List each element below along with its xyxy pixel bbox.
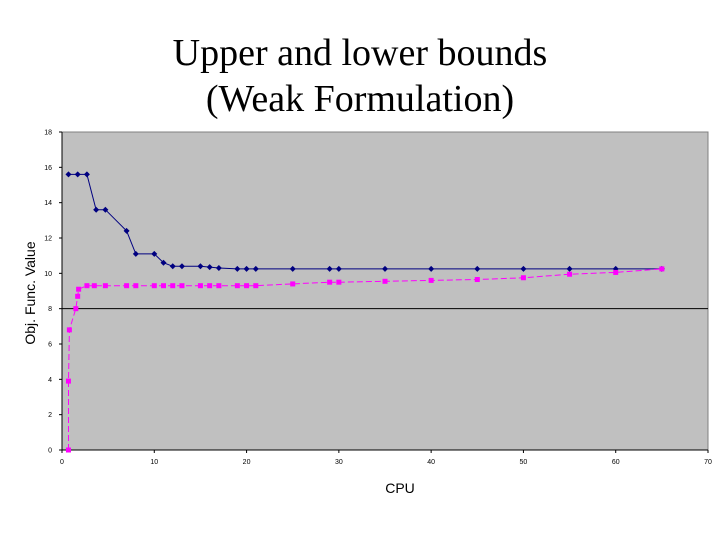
lower-bound-point: [428, 277, 434, 283]
lower-bound-point: [65, 447, 71, 453]
lower-bound-point: [161, 283, 167, 289]
lower-bound-point: [65, 378, 71, 384]
lower-bound-point: [197, 283, 203, 289]
upper-bound-point: [428, 265, 435, 272]
lower-bound-point: [613, 269, 619, 275]
y-tick-label: 10: [44, 271, 52, 278]
lower-bound-point: [327, 279, 333, 285]
y-tick-label: 16: [44, 165, 52, 172]
x-tick-label: 60: [612, 459, 620, 466]
upper-bound-point: [252, 265, 259, 272]
x-tick-label: 30: [335, 459, 343, 466]
upper-bound-point: [215, 265, 222, 272]
upper-bound-point: [132, 250, 139, 257]
lower-bound-point: [567, 271, 573, 277]
lower-bound-point: [91, 283, 97, 289]
lower-bound-point: [244, 283, 250, 289]
lower-bound-point: [659, 266, 665, 272]
y-axis-title: Obj. Func. Value: [22, 241, 38, 344]
upper-bound-point: [123, 227, 130, 234]
axis-layer: 0 2 4 6 8 10 12 14 16 18 0 10 20 30 40 50 60 70: [44, 130, 712, 467]
lower-bound-point: [66, 327, 72, 333]
upper-bound-point: [197, 263, 204, 270]
lower-bound-point: [179, 283, 185, 289]
y-tick-label: 14: [44, 200, 52, 207]
lower-bound-point: [520, 275, 526, 281]
lower-bound-point: [336, 279, 342, 285]
lower-bound-point: [75, 293, 81, 299]
lower-bound-point: [73, 306, 79, 312]
slide-title-line-2: (Weak Formulation): [205, 78, 515, 120]
lower-bound-point: [207, 283, 213, 289]
y-tick-label: 6: [48, 342, 52, 349]
lower-bound-point: [84, 283, 90, 289]
upper-bound-point: [178, 263, 185, 270]
lower-bound-point: [133, 283, 139, 289]
upper-bound-point: [335, 265, 342, 272]
upper-bound-point: [520, 265, 527, 272]
slide-title-line-1: Upper and lower bounds: [172, 32, 548, 74]
x-tick-label: 70: [704, 459, 712, 466]
upper-bound-point: [102, 206, 109, 213]
upper-bound-point: [83, 171, 90, 178]
series-layer: [65, 171, 665, 453]
upper-bound-point: [169, 263, 176, 270]
lower-bound-point: [290, 281, 296, 287]
lower-bound-point: [234, 283, 240, 289]
lower-bound-point: [102, 283, 108, 289]
upper-bound-point: [289, 265, 296, 272]
lower-bound-point: [170, 283, 176, 289]
slide-title: Upper and lower bounds (Weak Formulation…: [0, 30, 720, 122]
x-axis-title: CPU: [385, 480, 415, 496]
y-tick-label: 0: [48, 448, 52, 455]
y-tick-label: 8: [48, 306, 52, 313]
lower-bound-point: [474, 277, 480, 283]
upper-bound-point: [243, 265, 250, 272]
upper-bound-point: [74, 171, 81, 178]
upper-bound-point: [234, 265, 241, 272]
y-tick-label: 18: [44, 130, 52, 137]
lower-bound-point: [382, 278, 388, 284]
upper-bound-series: [65, 171, 665, 272]
lower-bound-point: [253, 283, 259, 289]
x-tick-label: 20: [243, 459, 251, 466]
upper-bound-point: [65, 171, 72, 178]
y-tick-label: 12: [44, 236, 52, 243]
lower-bound-series: [65, 266, 665, 453]
plot-area: [61, 131, 709, 451]
upper-bound-point: [326, 265, 333, 272]
lower-bound-point: [151, 283, 157, 289]
upper-bound-point: [206, 264, 213, 271]
upper-bound-point: [474, 265, 481, 272]
y-tick-label: 4: [48, 377, 52, 384]
lower-bound-point: [76, 286, 82, 292]
upper-bound-point: [382, 265, 388, 272]
upper-bound-point: [160, 259, 167, 266]
x-tick-label: 40: [427, 459, 435, 466]
y-tick-label: 2: [48, 412, 52, 419]
x-tick-label: 0: [60, 459, 64, 466]
x-tick-label: 10: [150, 459, 158, 466]
lower-bound-point: [124, 283, 130, 289]
upper-bound-point: [151, 250, 158, 257]
upper-bound-point: [93, 206, 100, 213]
upper-bound-point: [566, 265, 573, 272]
lower-bound-point: [216, 283, 222, 289]
x-tick-label: 50: [520, 459, 528, 466]
